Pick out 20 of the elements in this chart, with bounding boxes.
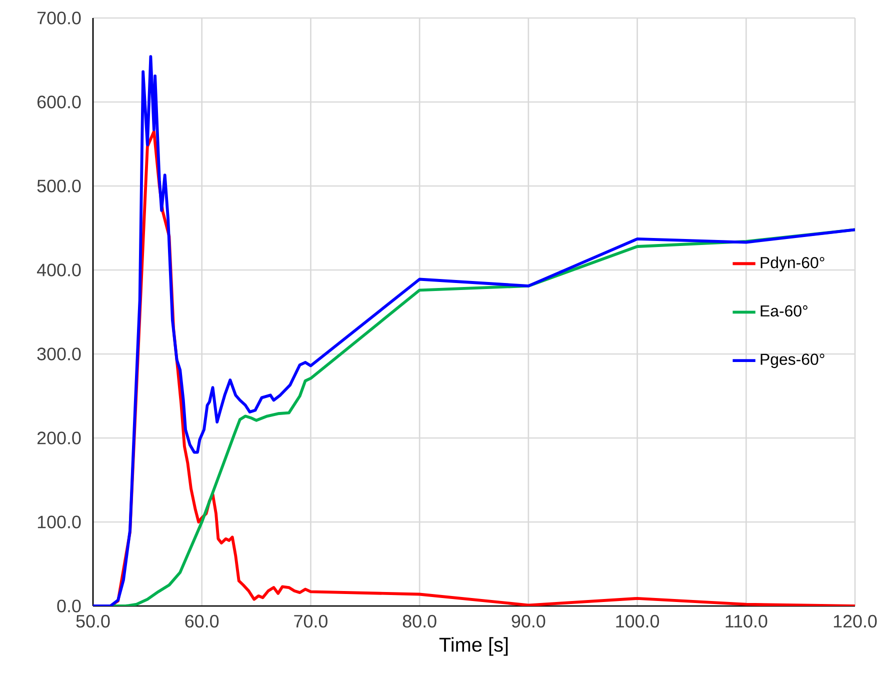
x-tick-label: 110.0	[726, 614, 768, 628]
x-axis-title: Time [s]	[439, 637, 508, 656]
y-tick-label: 300.0	[37, 348, 81, 360]
y-tick-label: 200.0	[37, 432, 81, 444]
y-tick-label: 700.0	[37, 12, 81, 24]
x-tick-label: 80.0	[402, 614, 436, 628]
x-tick-label: 120.0	[834, 614, 877, 628]
y-tick-label: 600.0	[37, 96, 81, 108]
x-tick-label: 60.0	[185, 614, 219, 628]
x-tick-label: 90.0	[512, 614, 546, 628]
legend-label: Pdyn-60°	[760, 256, 824, 272]
legend-label: Pges-60°	[760, 354, 824, 368]
x-tick-label: 100.0	[616, 614, 660, 628]
x-tick-label: 50.0	[76, 614, 110, 628]
y-tick-label: 0.0	[57, 600, 81, 612]
x-tick-label: 70.0	[294, 614, 328, 628]
y-tick-label: 400.0	[36, 264, 81, 276]
legend-label: Ea-60°	[760, 305, 808, 317]
y-tick-label: 100.0	[38, 516, 81, 528]
y-tick-label: 500.0	[37, 180, 81, 192]
